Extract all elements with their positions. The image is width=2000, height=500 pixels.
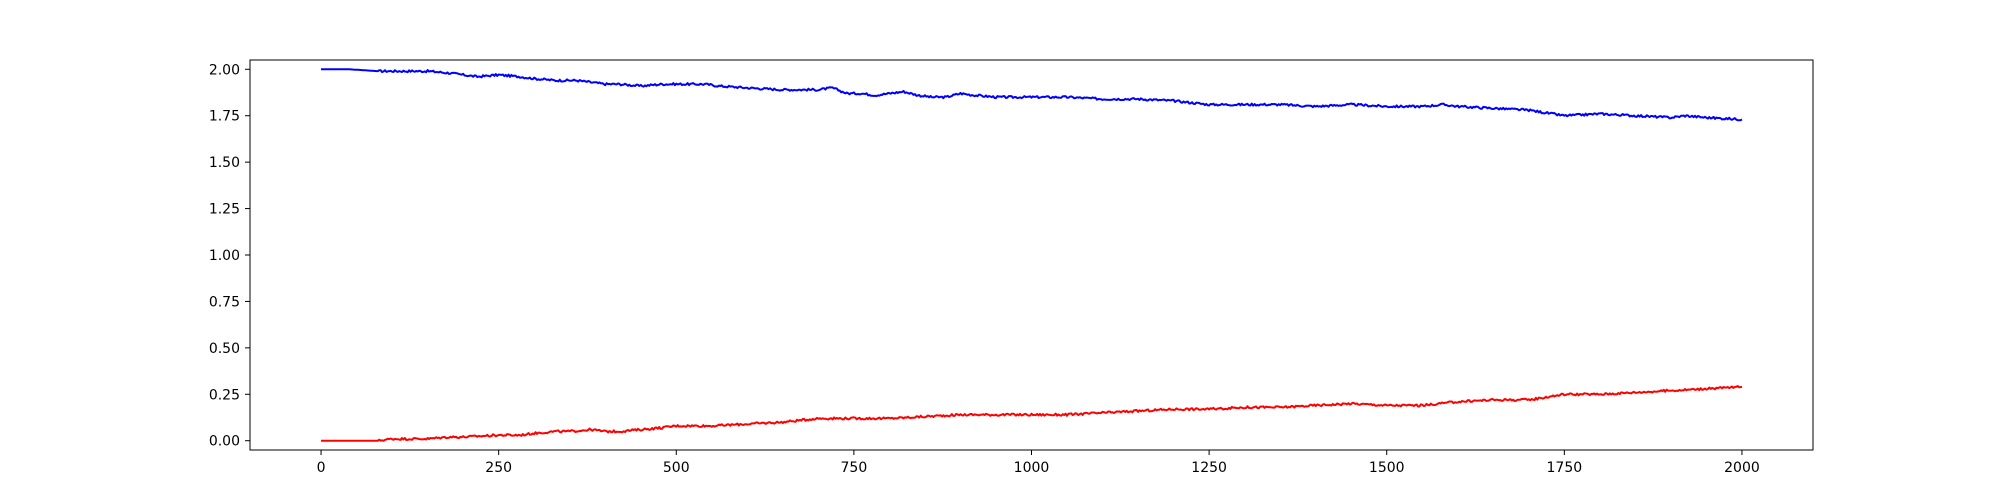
- y-tick-label: 0.25: [209, 387, 240, 403]
- x-tick-label: 2000: [1724, 460, 1760, 476]
- x-tick-label: 0: [317, 460, 326, 476]
- y-tick-label: 1.50: [209, 155, 240, 171]
- axes-frame: [249, 59, 1814, 451]
- y-tick-label: 0.75: [209, 294, 240, 310]
- y-tick-label: 1.75: [209, 109, 240, 125]
- x-tick-label: 1000: [1014, 460, 1050, 476]
- series-line-1: [321, 385, 1743, 442]
- series-line-0: [321, 68, 1743, 122]
- y-tick-label: 0.00: [209, 434, 240, 450]
- x-tick-label: 500: [663, 460, 690, 476]
- x-tick-label: 1500: [1369, 460, 1405, 476]
- x-tick-label: 1250: [1191, 460, 1227, 476]
- y-axis: 0.00 0.25 0.50 0.75 1.00 1.25 1.50 1.75 2.00: [209, 62, 250, 450]
- y-tick-label: 1.00: [209, 248, 240, 264]
- y-tick-label: 1.25: [209, 202, 240, 218]
- y-tick-label: 2.00: [209, 62, 240, 78]
- x-tick-label: 1750: [1547, 460, 1583, 476]
- x-tick-label: 250: [485, 460, 512, 476]
- plot-area: [321, 68, 1743, 442]
- y-tick-label: 0.50: [209, 341, 240, 357]
- x-axis: 0 250 500 750 1000 1250 1500 1750 2000: [317, 450, 1760, 476]
- x-tick-label: 750: [841, 460, 868, 476]
